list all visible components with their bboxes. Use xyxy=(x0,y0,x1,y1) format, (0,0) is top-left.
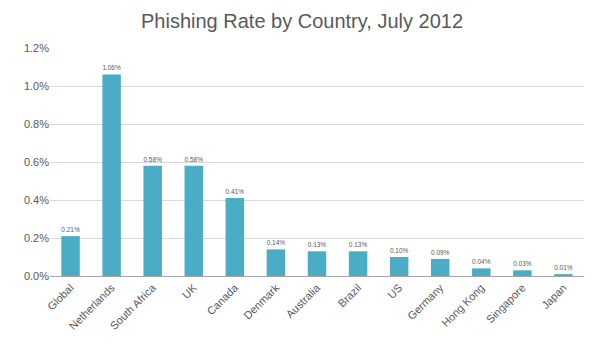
svg-text:0.21%: 0.21% xyxy=(61,226,80,233)
svg-text:South Africa: South Africa xyxy=(108,281,159,332)
svg-text:0.6%: 0.6% xyxy=(24,156,49,168)
svg-text:0.58%: 0.58% xyxy=(143,156,162,163)
svg-text:Netherlands: Netherlands xyxy=(66,281,117,332)
svg-text:Australia: Australia xyxy=(284,281,323,320)
svg-text:0.01%: 0.01% xyxy=(554,264,573,271)
svg-text:0.58%: 0.58% xyxy=(185,156,204,163)
svg-text:0.0%: 0.0% xyxy=(24,270,49,282)
svg-text:Hong Kong: Hong Kong xyxy=(439,282,486,329)
svg-text:1.0%: 1.0% xyxy=(24,80,49,92)
svg-text:1.06%: 1.06% xyxy=(102,64,121,71)
svg-text:0.41%: 0.41% xyxy=(226,188,245,195)
svg-text:Global: Global xyxy=(45,282,76,313)
svg-text:0.10%: 0.10% xyxy=(390,247,409,254)
svg-text:1.2%: 1.2% xyxy=(24,42,49,54)
svg-text:Phishing Rate by Country, July: Phishing Rate by Country, July 2012 xyxy=(141,10,463,32)
svg-text:Singapore: Singapore xyxy=(484,282,528,326)
svg-text:Germany: Germany xyxy=(405,281,446,322)
svg-text:US: US xyxy=(385,282,404,301)
svg-text:Japan: Japan xyxy=(539,282,569,312)
svg-text:0.14%: 0.14% xyxy=(267,239,286,246)
svg-text:0.8%: 0.8% xyxy=(24,118,49,130)
svg-text:UK: UK xyxy=(180,281,200,301)
svg-text:0.04%: 0.04% xyxy=(472,258,491,265)
svg-text:0.2%: 0.2% xyxy=(24,232,49,244)
svg-text:Denmark: Denmark xyxy=(241,281,281,321)
svg-text:0.4%: 0.4% xyxy=(24,194,49,206)
svg-text:0.09%: 0.09% xyxy=(431,249,450,256)
svg-text:0.13%: 0.13% xyxy=(349,241,368,248)
svg-text:0.13%: 0.13% xyxy=(308,241,327,248)
svg-text:0.03%: 0.03% xyxy=(513,260,532,267)
svg-text:Canada: Canada xyxy=(204,281,240,317)
svg-text:Brazil: Brazil xyxy=(335,282,363,310)
